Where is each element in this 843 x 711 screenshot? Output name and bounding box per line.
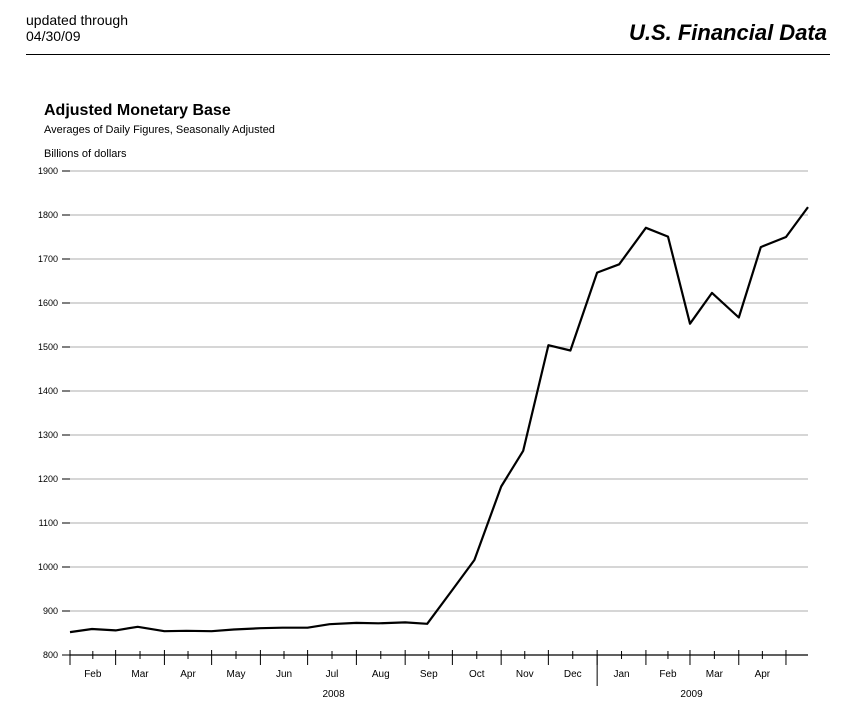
- x-tick-label-jan-11: Jan: [613, 669, 629, 680]
- brand-title: U.S. Financial Data: [628, 20, 827, 45]
- x-tick-label-apr-2: Apr: [180, 669, 196, 680]
- y-tick-label-1200: 1200: [38, 474, 58, 484]
- y-tick-label-1700: 1700: [38, 254, 58, 264]
- updated-through-text: updated through: [26, 12, 128, 28]
- x-tick-label-dec-10: Dec: [564, 669, 582, 680]
- y-tick-label-1500: 1500: [38, 342, 58, 352]
- y-tick-label-900: 900: [43, 606, 58, 616]
- x-tick-label-feb-0: Feb: [84, 669, 102, 680]
- y-tick-label-1100: 1100: [39, 518, 58, 528]
- x-axis: Feb Mar Apr May Jun Jul Aug Sep Oct Nov Dec Jan Feb M…: [69, 650, 808, 700]
- x-tick-label-nov-9: Nov: [516, 669, 534, 680]
- x-tick-label-oct-8: Oct: [469, 669, 485, 680]
- series-line-0: [69, 206, 809, 634]
- year-label-2009: 2009: [680, 689, 703, 700]
- chart-title: Adjusted Monetary Base: [44, 102, 231, 119]
- y-tick-label-1000: 1000: [38, 562, 58, 572]
- x-tick-label-jun-4: Jun: [276, 669, 292, 680]
- x-tick-label-sep-7: Sep: [420, 669, 438, 680]
- y-axis-label: Billions of dollars: [44, 148, 127, 160]
- x-tick-label-apr-14: Apr: [755, 669, 771, 680]
- x-tick-label-jul-5: Jul: [326, 669, 339, 680]
- header-divider: [26, 54, 830, 55]
- y-tick-label-1400: 1400: [38, 386, 58, 396]
- chart-subtitle: Averages of Daily Figures, Seasonally Ad…: [44, 124, 275, 136]
- updated-through-date: 04/30/09: [26, 28, 81, 44]
- x-tick-label-mar-13: Mar: [706, 669, 724, 680]
- x-tick-label-feb-12: Feb: [659, 669, 677, 680]
- updated-through-label: updated through 04/30/09: [26, 12, 128, 44]
- year-label-2008: 2008: [322, 689, 345, 700]
- y-tick-label-1300: 1300: [38, 430, 58, 440]
- grid-lines: [70, 170, 808, 612]
- x-tick-label-may-3: May: [227, 669, 246, 680]
- series-layer: [69, 206, 809, 634]
- y-axis-tick-labels: 800 900 1000 1100 1200 1300 1400 1500 1600 1700 18…: [38, 166, 70, 660]
- x-tick-label-mar-1: Mar: [131, 669, 149, 680]
- x-tick-label-aug-6: Aug: [372, 669, 390, 680]
- y-tick-label-1800: 1800: [38, 210, 58, 220]
- y-tick-label-800: 800: [43, 650, 58, 660]
- y-tick-label-1900: 1900: [38, 166, 58, 176]
- y-tick-label-1600: 1600: [38, 298, 58, 308]
